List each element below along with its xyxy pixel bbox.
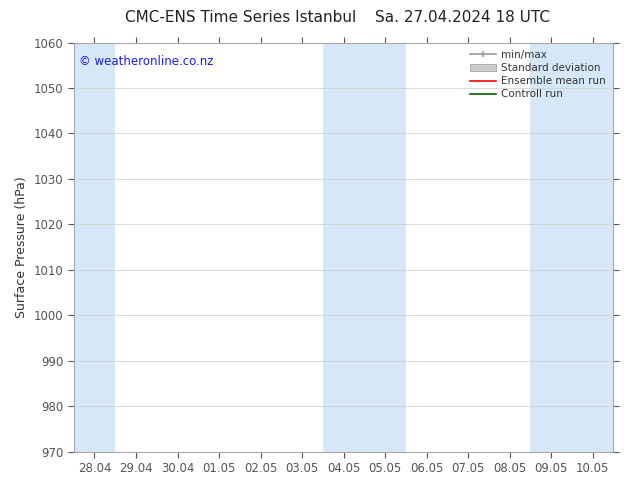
Text: © weatheronline.co.nz: © weatheronline.co.nz — [79, 55, 214, 68]
Bar — [74, 43, 115, 452]
Bar — [531, 43, 614, 452]
Y-axis label: Surface Pressure (hPa): Surface Pressure (hPa) — [15, 176, 28, 318]
Text: CMC-ENS Time Series Istanbul: CMC-ENS Time Series Istanbul — [126, 10, 356, 25]
Legend: min/max, Standard deviation, Ensemble mean run, Controll run: min/max, Standard deviation, Ensemble me… — [466, 46, 611, 103]
Bar — [323, 43, 406, 452]
Text: Sa. 27.04.2024 18 UTC: Sa. 27.04.2024 18 UTC — [375, 10, 550, 25]
